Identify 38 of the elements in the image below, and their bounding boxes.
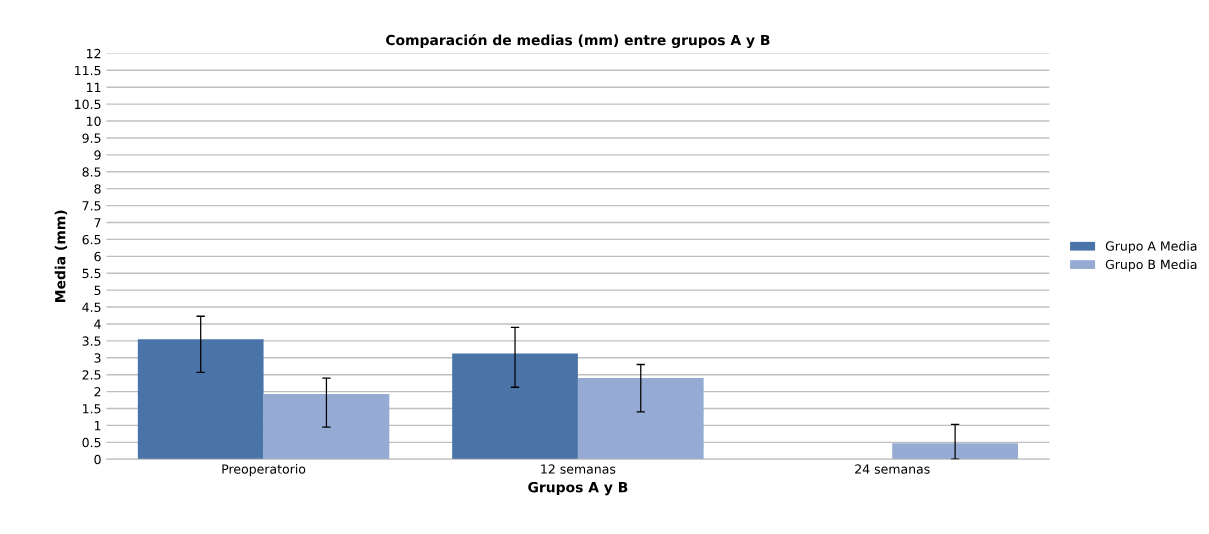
y-tick-label: 11.5 (75, 65, 101, 76)
legend-label: Grupo B Media (1105, 259, 1197, 272)
y-tick-label: 2 (94, 387, 101, 397)
bar (263, 393, 390, 460)
y-tick-label: 11 (87, 82, 101, 92)
y-tick-label: 0.5 (82, 437, 101, 448)
y-tick-label: 3 (94, 353, 101, 363)
y-tick-label: 5.5 (82, 268, 101, 279)
legend-label: Grupo A Media (1105, 241, 1197, 254)
y-tick-label: 9.5 (82, 133, 101, 143)
y-tick-label: 1 (94, 421, 101, 431)
bar (137, 339, 264, 460)
x-tick-label: Preoperatorio (222, 464, 306, 477)
y-tick-label: 0 (94, 454, 101, 465)
x-tick-label: 24 semanas (855, 464, 930, 474)
bar (577, 378, 704, 460)
y-tick-label: 1.5 (83, 404, 101, 414)
y-tick-label: 8.5 (82, 167, 101, 177)
y-tick-label: 6.5 (82, 234, 101, 245)
y-tick-label: 10.5 (75, 99, 101, 110)
bar (892, 443, 1018, 460)
bar (452, 353, 578, 460)
y-axis-title: Media (mm) (54, 210, 68, 302)
x-tick-label: 12 semanas (541, 464, 616, 474)
y-tick-label: 2.5 (82, 370, 101, 380)
y-tick-label: 12 (87, 48, 101, 59)
y-tick-label: 4 (94, 319, 101, 329)
y-tick-label: 6 (94, 251, 101, 262)
y-tick-label: 8 (94, 184, 101, 194)
y-tick-label: 9 (94, 150, 101, 160)
y-tick-label: 7 (94, 218, 101, 228)
y-tick-label: 7.5 (82, 201, 101, 211)
y-tick-label: 3.5 (82, 336, 101, 346)
y-tick-label: 10 (87, 116, 101, 126)
x-axis-title: Grupos A y B (528, 481, 628, 496)
y-tick-label: 4.5 (82, 302, 101, 312)
chart-title: Comparación de medias (mm) entre grupos A y B (386, 33, 770, 49)
y-tick-label: 5 (94, 285, 101, 296)
